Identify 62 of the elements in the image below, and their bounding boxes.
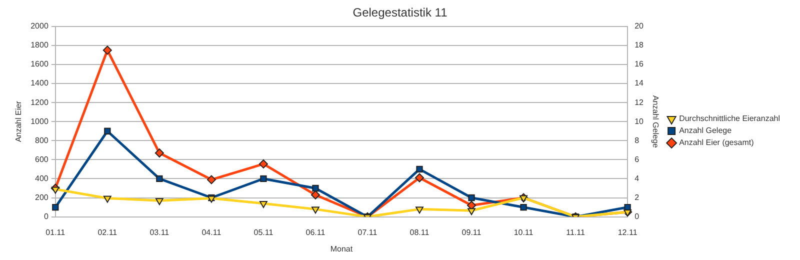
legend-label: Anzahl Gelege	[679, 126, 732, 136]
y2-tick-label: 20	[634, 22, 644, 31]
y-tick-label: 1800	[30, 40, 49, 50]
point	[258, 159, 268, 168]
y2-tick-label: 0	[634, 212, 640, 222]
point	[103, 196, 112, 203]
x-tick-label: 08.11	[410, 228, 430, 237]
point	[104, 128, 111, 134]
point	[624, 210, 632, 217]
y2-tick-label: 2	[634, 192, 640, 202]
y2-axis-title: Anzahl Gelege	[651, 95, 660, 148]
point	[206, 175, 216, 184]
y-tick-label: 800	[35, 136, 49, 145]
point	[102, 46, 112, 55]
y-tick-label: 1600	[30, 60, 49, 69]
x-tick-label: 09.11	[462, 228, 482, 237]
y-tick-label: 1000	[30, 116, 49, 126]
y2-tick-label: 4	[634, 174, 640, 183]
y-tick-label: 400	[35, 174, 49, 183]
point	[51, 186, 60, 194]
point	[416, 206, 424, 214]
x-tick-label: 06.11	[306, 228, 326, 237]
legend-label: Durchschnittliche Eieranzahl	[679, 114, 780, 124]
x-tick-label: 04.11	[202, 228, 222, 237]
y2-tick-label: 8	[634, 136, 640, 145]
point	[416, 166, 423, 173]
point	[156, 175, 163, 182]
x-tick-label: 10.11	[514, 228, 534, 237]
point	[520, 204, 527, 211]
y2-tick-label: 14	[634, 78, 644, 88]
y2-tick-label: 6	[634, 154, 640, 164]
y-tick-label: 600	[35, 154, 49, 164]
y2-tick-label: 18	[634, 40, 644, 50]
x-tick-label: 07.11	[358, 228, 378, 237]
y-axis-title: Anzahl Eier	[14, 100, 24, 142]
y-tick-label: 1400	[30, 78, 49, 88]
x-tick-label: 03.11	[150, 228, 170, 237]
x-tick-label: 12.11	[618, 228, 638, 237]
y-tick-label: 0	[44, 212, 49, 222]
point	[468, 208, 476, 216]
y-tick-label: 200	[35, 192, 49, 202]
point	[52, 204, 59, 211]
x-tick-label: 01.11	[46, 228, 66, 237]
point	[154, 148, 164, 158]
x-axis-title: Monat	[330, 244, 354, 254]
x-tick-label: 11.11	[566, 228, 586, 237]
legend-label: Anzahl Eier (gesamt)	[679, 138, 754, 148]
point	[312, 206, 320, 214]
chart-title: Gelegestatistik 11	[352, 6, 448, 20]
point	[415, 173, 424, 182]
x-tick-label: 02.11	[98, 228, 118, 237]
y-tick-label: 2000	[30, 22, 49, 31]
point	[260, 175, 267, 182]
y-tick-label: 1200	[30, 98, 49, 107]
y2-tick-label: 12	[634, 98, 644, 107]
point	[312, 184, 319, 192]
point	[468, 194, 475, 202]
point	[155, 198, 164, 206]
point	[259, 200, 268, 208]
y2-tick-label: 16	[634, 60, 644, 69]
x-tick-label: 05.11	[254, 228, 274, 237]
y2-tick-label: 10	[634, 116, 644, 126]
